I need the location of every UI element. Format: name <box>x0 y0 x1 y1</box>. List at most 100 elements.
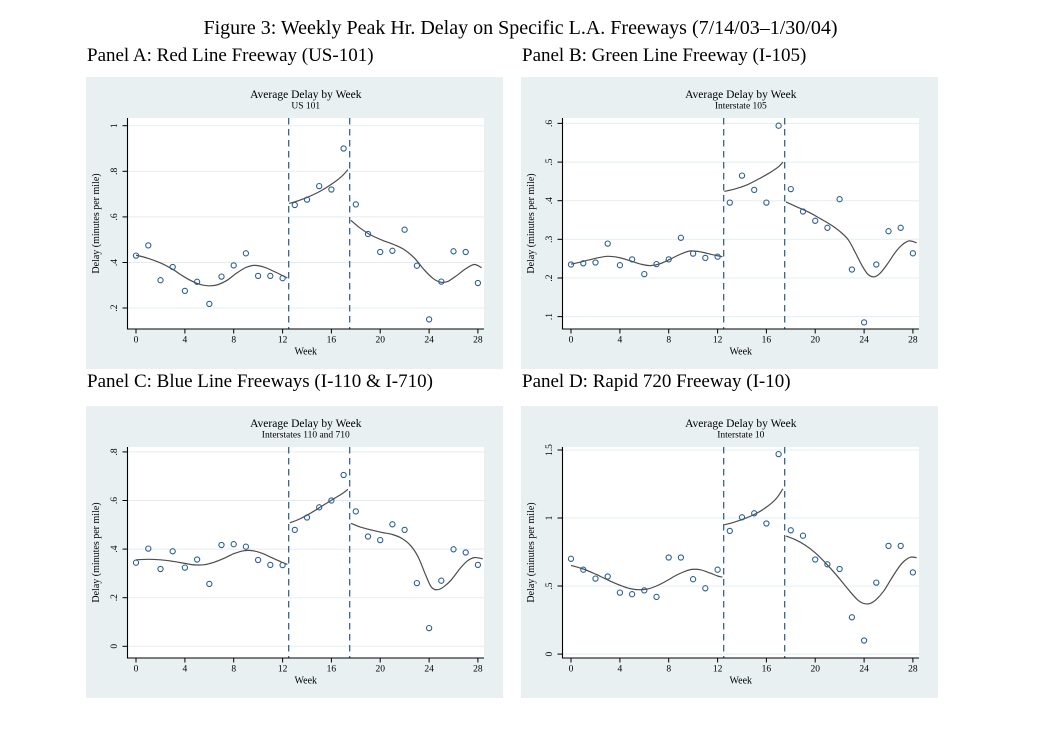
lowess-fit-line <box>570 564 723 591</box>
scatter-point <box>873 579 880 586</box>
scatter-point <box>279 275 286 282</box>
scatter-point <box>303 196 311 203</box>
panel-b-chart: .1 .2 .3 .4 .5 .6 0 4 8 12 16 20 24 28 Average Delay b… <box>521 77 938 369</box>
plot-area <box>127 447 484 658</box>
scatter-point <box>145 545 152 552</box>
chart-subtitle: Interstates 110 and 710 <box>262 431 350 441</box>
scatter-point <box>401 526 408 534</box>
scatter-point <box>413 262 421 269</box>
scatter-point <box>897 542 904 550</box>
scatter-point <box>909 250 917 257</box>
scatter-point <box>751 186 758 194</box>
y-tick-label: .8 <box>110 448 120 455</box>
x-tick-label: 28 <box>908 336 918 346</box>
scatter-point <box>702 585 709 592</box>
scatter-point <box>316 504 323 511</box>
y-tick-label: .8 <box>110 167 120 174</box>
y-tick-label: .6 <box>110 497 120 504</box>
x-tick-label: 12 <box>713 665 723 675</box>
scatter-point <box>181 564 189 571</box>
scatter-point <box>726 527 733 535</box>
panel-b-heading: Panel B: Green Line Freeway (I-105) <box>522 45 807 66</box>
scatter-point <box>567 555 575 562</box>
scatter-point <box>413 579 421 587</box>
scatter-point <box>474 561 482 569</box>
scatter-point <box>580 260 587 267</box>
scatter-point <box>438 278 445 285</box>
scatter-point <box>860 319 868 326</box>
scatter-point <box>206 300 213 308</box>
lowess-fit-line <box>785 201 917 278</box>
scatter-point <box>677 234 685 241</box>
scatter-point <box>450 546 457 553</box>
y-tick-label: .5 <box>545 158 555 165</box>
panel-c-chart: 0 .2 .4 .6 .8 0 4 8 12 16 20 24 28 Average Delay by W… <box>86 406 503 698</box>
x-tick-label: 24 <box>859 665 869 675</box>
scatter-point <box>425 624 433 632</box>
scatter-point <box>279 561 286 569</box>
y-tick-label: 1 <box>545 515 555 520</box>
y-tick-label: .4 <box>545 197 555 204</box>
scatter-point <box>193 556 201 563</box>
scatter-point <box>738 514 746 521</box>
lowess-fit-line <box>570 250 723 267</box>
y-tick-label: .6 <box>545 120 555 127</box>
chart-subtitle: US 101 <box>291 102 320 112</box>
x-tick-label: 16 <box>327 665 337 675</box>
lowess-fit-line <box>135 549 288 566</box>
scatter-point <box>860 637 868 644</box>
scatter-point <box>628 256 636 263</box>
x-tick-label: 20 <box>810 336 820 346</box>
x-tick-label: 24 <box>424 665 434 675</box>
scatter-point <box>242 543 250 550</box>
y-tick-label: 0 <box>110 644 120 649</box>
lowess-fit-line <box>724 161 784 192</box>
y-axis-title: Delay (minutes per mile) <box>91 173 102 273</box>
chart-title: Average Delay by Week <box>250 89 362 101</box>
x-tick-label: 8 <box>231 665 236 675</box>
x-axis-title: Week <box>295 347 318 358</box>
scatter-point <box>653 260 660 268</box>
lowess-fit-line <box>724 488 784 526</box>
panel-a-heading: Panel A: Red Line Freeway (US-101) <box>87 45 374 66</box>
scatter-point <box>604 240 611 247</box>
scatter-point <box>897 224 904 231</box>
scatter-point <box>763 520 770 527</box>
plot-area <box>562 118 919 329</box>
x-tick-label: 4 <box>618 336 623 346</box>
y-tick-label: .5 <box>545 582 555 589</box>
y-tick-label: .4 <box>110 259 120 266</box>
x-tick-label: 0 <box>569 665 574 675</box>
scatter-point <box>169 263 176 271</box>
scatter-point <box>653 593 660 601</box>
scatter-point <box>836 565 843 573</box>
scatter-point <box>242 250 250 257</box>
scatter-point <box>254 272 262 280</box>
lowess-fit-line <box>289 169 349 204</box>
scatter-point <box>218 273 225 280</box>
scatter-point <box>726 199 733 206</box>
figure-title: Figure 3: Weekly Peak Hr. Delay on Speci… <box>203 17 838 39</box>
scatter-point <box>885 542 892 550</box>
chart-svg-panel-d: 0 .5 1 1.5 0 4 8 12 16 20 24 28 Average Delay by Wee… <box>521 406 938 698</box>
x-tick-label: 4 <box>183 336 188 346</box>
scatter-point <box>132 559 140 566</box>
scatter-point <box>462 248 469 256</box>
scatter-point <box>665 256 672 263</box>
scatter-point <box>787 527 794 534</box>
scatter-point <box>389 521 396 528</box>
x-axis-title: Week <box>730 676 753 687</box>
scatter-point <box>641 270 648 278</box>
lowess-fit-line <box>135 254 288 287</box>
scatter-point <box>169 548 176 555</box>
scatter-point <box>641 587 648 594</box>
x-tick-label: 0 <box>134 336 139 346</box>
scatter-point <box>303 514 311 521</box>
scatter-point <box>616 262 624 269</box>
scatter-point <box>824 561 831 568</box>
scatter-point <box>812 217 819 224</box>
x-axis-title: Week <box>295 676 318 687</box>
y-tick-label: .2 <box>110 594 120 601</box>
scatter-point <box>193 278 201 285</box>
panel-d-chart: 0 .5 1 1.5 0 4 8 12 16 20 24 28 Average Delay by Wee… <box>521 406 938 698</box>
